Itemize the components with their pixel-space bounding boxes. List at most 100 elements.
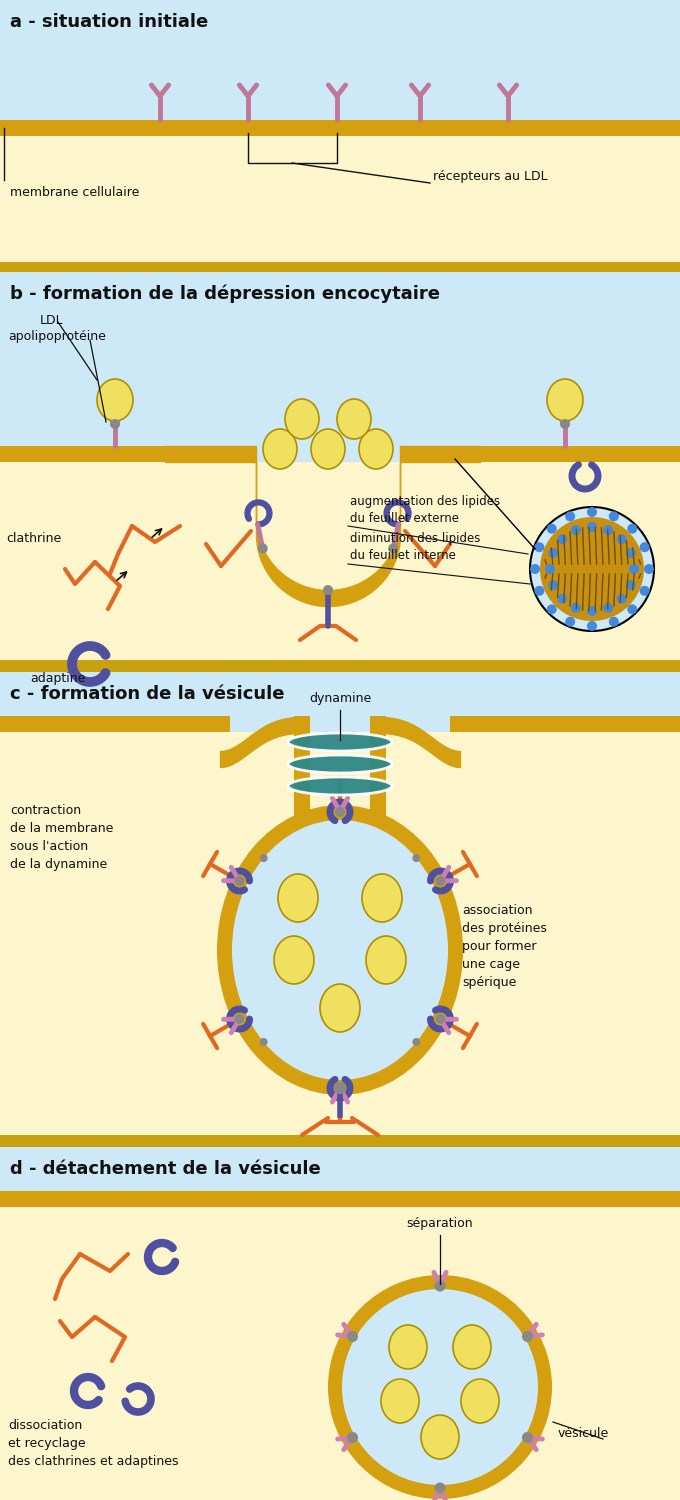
Ellipse shape bbox=[288, 734, 392, 752]
Circle shape bbox=[342, 1288, 538, 1485]
Circle shape bbox=[628, 524, 637, 534]
Circle shape bbox=[640, 542, 649, 552]
Ellipse shape bbox=[285, 399, 319, 439]
Circle shape bbox=[603, 603, 613, 613]
Bar bbox=[0, 0, 680, 136]
Circle shape bbox=[435, 876, 445, 886]
Text: clathrine: clathrine bbox=[6, 532, 61, 544]
Circle shape bbox=[587, 507, 597, 518]
Circle shape bbox=[347, 1330, 358, 1342]
Circle shape bbox=[587, 606, 597, 616]
Bar bbox=[294, 716, 310, 803]
Ellipse shape bbox=[366, 936, 406, 984]
Circle shape bbox=[626, 548, 636, 558]
Ellipse shape bbox=[362, 874, 402, 922]
Circle shape bbox=[534, 542, 544, 552]
Bar bbox=[0, 272, 680, 462]
Bar bbox=[0, 732, 680, 1136]
Circle shape bbox=[328, 1275, 552, 1498]
Circle shape bbox=[609, 616, 619, 627]
Ellipse shape bbox=[359, 429, 393, 470]
Ellipse shape bbox=[421, 1414, 459, 1460]
Circle shape bbox=[629, 564, 639, 574]
Circle shape bbox=[587, 621, 597, 632]
Circle shape bbox=[435, 1281, 445, 1292]
Text: adaptine: adaptine bbox=[30, 672, 86, 686]
Circle shape bbox=[558, 594, 567, 603]
Bar bbox=[0, 120, 680, 136]
Circle shape bbox=[617, 594, 627, 603]
Text: a - situation initiale: a - situation initiale bbox=[10, 13, 208, 32]
Circle shape bbox=[335, 1083, 345, 1094]
Circle shape bbox=[323, 585, 333, 596]
Text: apolipoprotéine: apolipoprotéine bbox=[8, 330, 106, 344]
Circle shape bbox=[587, 522, 597, 532]
Bar bbox=[370, 794, 386, 818]
Ellipse shape bbox=[389, 1324, 427, 1370]
Ellipse shape bbox=[274, 936, 314, 984]
Bar bbox=[0, 262, 680, 272]
Bar bbox=[0, 136, 680, 262]
Ellipse shape bbox=[263, 429, 297, 470]
Text: diminution des lipides
du feuillet interne: diminution des lipides du feuillet inter… bbox=[350, 532, 480, 562]
Text: dissociation
et recyclage
des clathrines et adaptines: dissociation et recyclage des clathrines… bbox=[8, 1419, 178, 1468]
Text: récepteurs au LDL: récepteurs au LDL bbox=[433, 170, 547, 183]
Ellipse shape bbox=[381, 1378, 419, 1423]
Circle shape bbox=[530, 507, 654, 632]
Text: augmentation des lipides
du feuillet externe: augmentation des lipides du feuillet ext… bbox=[350, 495, 500, 525]
Circle shape bbox=[347, 1432, 358, 1443]
Circle shape bbox=[522, 1432, 533, 1443]
Circle shape bbox=[547, 604, 557, 615]
Ellipse shape bbox=[288, 777, 392, 795]
Circle shape bbox=[571, 525, 581, 536]
Text: membrane cellulaire: membrane cellulaire bbox=[10, 186, 139, 200]
Circle shape bbox=[530, 564, 540, 574]
Circle shape bbox=[558, 534, 567, 544]
Circle shape bbox=[545, 564, 555, 574]
Circle shape bbox=[609, 512, 619, 522]
Ellipse shape bbox=[547, 380, 583, 422]
Bar bbox=[0, 446, 170, 462]
Circle shape bbox=[435, 1482, 445, 1494]
Circle shape bbox=[644, 564, 654, 574]
Ellipse shape bbox=[288, 754, 392, 772]
Circle shape bbox=[626, 580, 636, 590]
Circle shape bbox=[235, 1014, 245, 1025]
Circle shape bbox=[565, 512, 575, 522]
Circle shape bbox=[260, 1038, 268, 1046]
Circle shape bbox=[534, 586, 544, 596]
Circle shape bbox=[565, 616, 575, 627]
Ellipse shape bbox=[320, 984, 360, 1032]
Ellipse shape bbox=[461, 1378, 499, 1423]
Bar bbox=[0, 1208, 680, 1500]
Bar bbox=[450, 716, 680, 732]
Circle shape bbox=[258, 543, 268, 554]
Bar bbox=[0, 716, 230, 732]
Text: contraction
de la membrane
sous l'action
de la dynamine: contraction de la membrane sous l'action… bbox=[10, 804, 114, 871]
Ellipse shape bbox=[217, 806, 463, 1095]
Circle shape bbox=[548, 580, 558, 590]
Ellipse shape bbox=[97, 380, 133, 422]
Bar bbox=[0, 1136, 680, 1148]
Circle shape bbox=[235, 876, 245, 886]
Ellipse shape bbox=[311, 429, 345, 470]
Circle shape bbox=[603, 525, 613, 536]
Circle shape bbox=[435, 1014, 445, 1025]
Circle shape bbox=[628, 604, 637, 615]
Circle shape bbox=[540, 518, 644, 621]
Text: b - formation de la dépression encocytaire: b - formation de la dépression encocytai… bbox=[10, 285, 440, 303]
Circle shape bbox=[260, 853, 268, 862]
Ellipse shape bbox=[453, 1324, 491, 1370]
Circle shape bbox=[412, 853, 420, 862]
Circle shape bbox=[617, 534, 627, 544]
Text: LDL: LDL bbox=[40, 314, 64, 327]
Bar bbox=[0, 660, 680, 672]
Bar bbox=[370, 716, 386, 803]
Text: c - formation de la vésicule: c - formation de la vésicule bbox=[10, 686, 284, 703]
Circle shape bbox=[335, 807, 345, 818]
Circle shape bbox=[388, 543, 398, 554]
Text: séparation: séparation bbox=[407, 1216, 473, 1230]
Ellipse shape bbox=[337, 399, 371, 439]
Text: d - détachement de la vésicule: d - détachement de la vésicule bbox=[10, 1160, 321, 1178]
Circle shape bbox=[548, 548, 558, 558]
